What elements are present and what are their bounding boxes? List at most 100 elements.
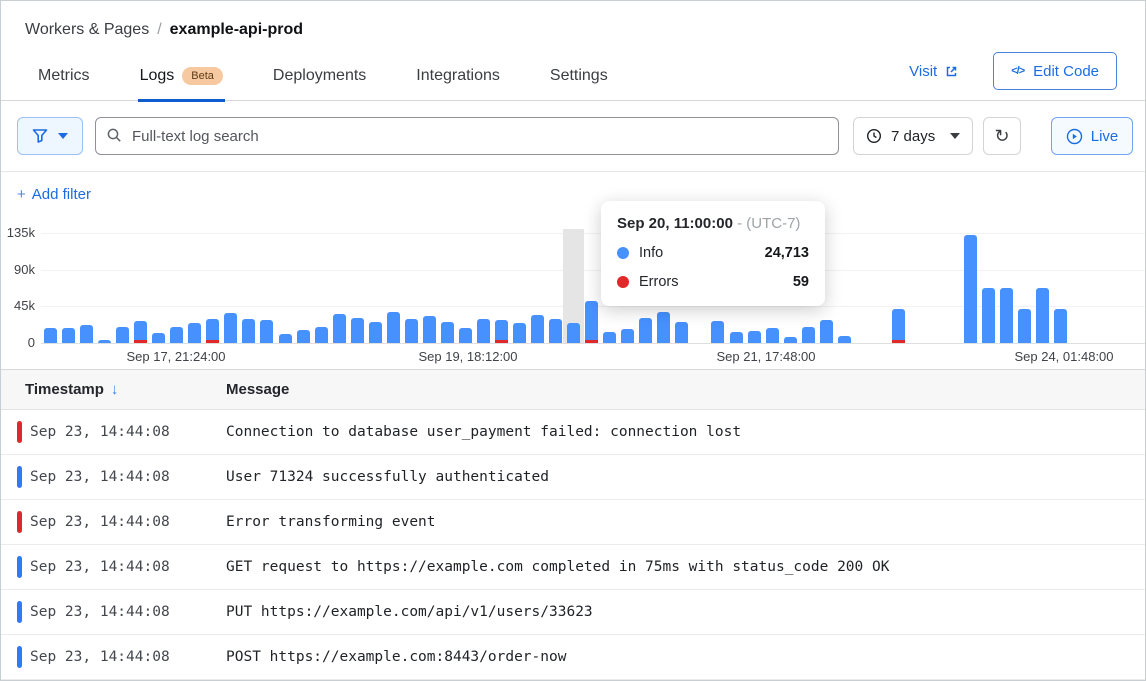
chart-bar[interactable] [278,334,292,343]
add-filter-button[interactable]: + Add filter [17,186,91,203]
tab-label: Logs [139,67,175,84]
chart-bar[interactable] [657,312,671,343]
log-toolbar: 7 days ↻ Live [1,101,1145,171]
chart-bar[interactable] [296,330,310,343]
chart-bar[interactable] [819,320,833,343]
chart-bar[interactable] [964,235,978,343]
chart-bar[interactable] [837,336,851,343]
chart-bar[interactable] [116,327,130,343]
bar-info-segment [188,323,202,343]
chart-bar[interactable] [260,320,274,343]
chart-bar[interactable] [332,314,346,343]
chart-bar[interactable] [350,318,364,343]
log-timestamp: Sep 23, 14:44:08 [30,424,170,440]
chart-bar[interactable] [783,337,797,343]
filter-dropdown-button[interactable] [17,117,83,155]
chart-bar[interactable] [1000,288,1014,343]
chart-bar[interactable] [982,288,996,343]
chart-bar[interactable] [62,328,76,343]
bar-info-segment [585,301,599,340]
tab-settings[interactable]: Settings [548,67,610,102]
chart-bar[interactable] [747,331,761,343]
chart-bar[interactable] [188,323,202,343]
bar-info-segment [1054,309,1068,343]
chart-bar[interactable] [531,315,545,343]
tab-metrics[interactable]: Metrics [36,67,92,102]
refresh-icon: ↻ [994,125,1010,146]
tab-logs[interactable]: Logs Beta [137,67,225,102]
log-row[interactable]: Sep 23, 14:44:08 GET request to https://e… [1,545,1145,590]
chevron-down-icon [950,133,960,139]
visit-link[interactable]: Visit [909,63,959,80]
bar-info-segment [837,336,851,343]
chart-bar[interactable] [476,319,490,343]
chart-bar[interactable] [1018,309,1032,343]
refresh-button[interactable]: ↻ [983,117,1021,155]
chart-bar[interactable] [585,301,599,343]
log-row[interactable]: Sep 23, 14:44:08 Connection to database u… [1,410,1145,455]
y-axis-tick: 45k [14,298,35,314]
chart-bar[interactable] [1036,288,1050,343]
log-row[interactable]: Sep 23, 14:44:08 User 71324 successfully … [1,455,1145,500]
chart-bar[interactable] [440,322,454,343]
chart-bar[interactable] [801,327,815,343]
chart-bar[interactable] [206,319,220,343]
log-table-header: Timestamp ↓ Message [1,369,1145,410]
gridline [41,269,1145,271]
bar-info-segment [476,319,490,343]
sort-desc-icon[interactable]: ↓ [110,381,119,398]
bar-error-segment [585,340,599,343]
log-row[interactable]: Sep 23, 14:44:08 PUT https://example.com/… [1,590,1145,635]
chart-bar[interactable] [422,316,436,343]
chart-bar[interactable] [1054,309,1068,343]
chart-bar[interactable] [567,323,581,343]
chart-bar[interactable] [314,327,328,343]
chart-bar[interactable] [891,309,905,343]
chart-bar[interactable] [711,321,725,343]
log-row[interactable]: Sep 23, 14:44:08 Error transforming event [1,500,1145,545]
tab-label: Metrics [38,67,90,84]
chart-bar[interactable] [134,321,148,343]
bar-info-segment [116,327,130,343]
edit-code-button[interactable]: </> Edit Code [993,52,1117,90]
chart-bar[interactable] [513,323,527,343]
tab-deployments[interactable]: Deployments [271,67,368,102]
severity-marker-info [17,646,22,668]
chart-bar[interactable] [224,313,238,343]
column-header-timestamp[interactable]: Timestamp ↓ [1,381,226,398]
series-value: 24,713 [764,245,809,261]
chart-bar[interactable] [152,333,166,343]
chart-bar[interactable] [495,320,508,343]
chart-bar[interactable] [386,312,400,343]
chart-bar[interactable] [549,319,563,343]
search-input[interactable] [95,117,839,155]
bar-error-segment [495,340,508,343]
chart-bar[interactable] [404,319,418,343]
chart-bar[interactable] [80,325,94,343]
page-title: example-api-prod [169,21,304,38]
chart-bar[interactable] [675,322,689,343]
log-row[interactable]: Sep 23, 14:44:08 POST https://example.com… [1,635,1145,680]
chart-bar[interactable] [729,332,743,343]
breadcrumb-section[interactable]: Workers & Pages [25,21,150,38]
tab-integrations[interactable]: Integrations [414,67,502,102]
bar-info-segment [603,332,617,343]
log-message: POST https://example.com:8443/order-now [226,649,567,665]
chart-bar[interactable] [458,328,472,343]
chart-bar[interactable] [242,319,256,343]
bar-info-segment [404,319,418,343]
chart-bar[interactable] [98,340,112,343]
chart-bar[interactable] [621,329,635,343]
chart-bar[interactable] [639,318,653,343]
chart-bar[interactable] [765,328,779,343]
log-message: PUT https://example.com/api/v1/users/336… [226,604,593,620]
bar-info-segment [134,321,148,340]
chart-bar[interactable] [170,327,184,343]
tab-bar: Metrics Logs Beta Deployments Integrations Se… [1,52,1145,102]
time-range-select[interactable]: 7 days [853,117,973,155]
bar-info-segment [260,320,274,343]
chart-bar[interactable] [44,328,57,343]
live-button[interactable]: Live [1051,117,1133,155]
chart-bar[interactable] [368,322,382,343]
chart-bar[interactable] [603,332,617,343]
